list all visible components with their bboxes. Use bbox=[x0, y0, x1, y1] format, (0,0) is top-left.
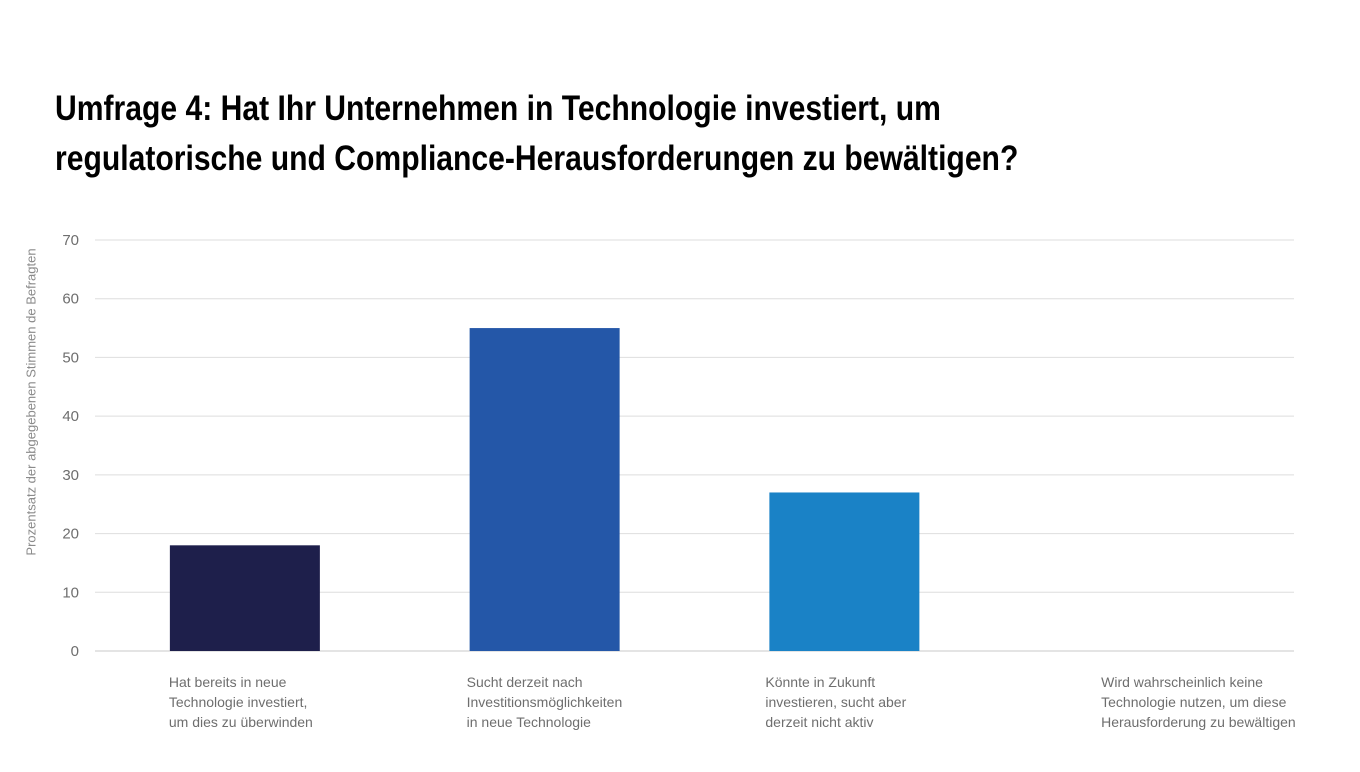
y-tick-labels: 0 10 20 30 40 50 60 70 bbox=[62, 232, 79, 660]
bar bbox=[169, 545, 320, 651]
y-tick-label: 20 bbox=[62, 526, 79, 543]
bar bbox=[469, 328, 620, 651]
y-tick-label: 40 bbox=[62, 408, 79, 425]
x-category-label: Hat bereits in neue Technologie investie… bbox=[168, 674, 313, 730]
y-tick-label: 10 bbox=[62, 584, 79, 601]
bars bbox=[169, 328, 920, 651]
y-tick-label: 70 bbox=[62, 232, 79, 249]
bar bbox=[769, 492, 920, 651]
y-tick-label: 0 bbox=[71, 643, 79, 660]
chart-title-line-1: Umfrage 4: Hat Ihr Unternehmen in Techno… bbox=[55, 89, 941, 128]
x-category-label: Könnte in Zukunft investieren, sucht abe… bbox=[765, 674, 907, 730]
x-category-label: Wird wahrscheinlich keine Technologie nu… bbox=[1101, 674, 1296, 730]
y-tick-label: 50 bbox=[62, 349, 79, 366]
y-tick-label: 30 bbox=[62, 467, 79, 484]
chart-title-line-2: regulatorische und Compliance-Herausford… bbox=[55, 139, 1019, 178]
chart-title: Umfrage 4: Hat Ihr Unternehmen in Techno… bbox=[55, 84, 1130, 184]
y-tick-label: 60 bbox=[62, 291, 79, 308]
x-category-label: Sucht derzeit nach Investitionsmöglichke… bbox=[466, 674, 623, 730]
gridlines bbox=[95, 239, 1294, 652]
